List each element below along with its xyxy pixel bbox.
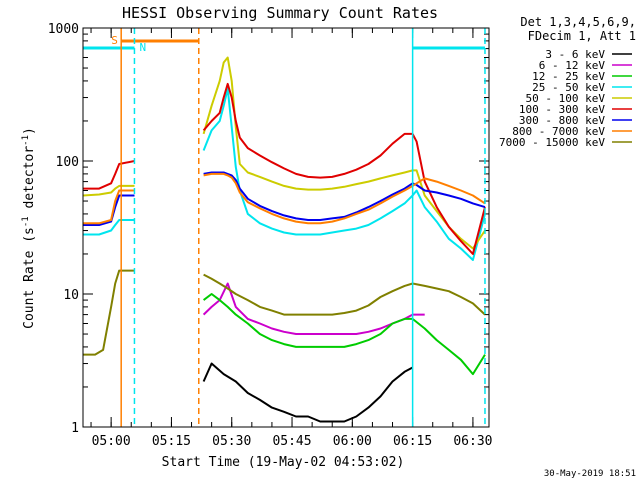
legend-label-5: 100 - 300 keV [519,103,605,116]
legend-label-6: 300 - 800 keV [519,114,605,127]
series-line-8 [83,269,486,356]
y-tick-label: 1000 [48,22,79,37]
x-tick-label: 05:30 [212,434,251,449]
x-tick-label: 05:15 [152,434,191,449]
legend-label-7: 800 - 7000 keV [512,125,605,138]
x-tick-label: 06:15 [393,434,432,449]
y-axis-label-part3: ) [22,127,37,135]
saa-label: S [111,34,118,47]
plot-area: 1 10 100 1000 05:00 05:15 05:30 05:45 06:00 06:15… [48,22,493,449]
chart-title: HESSI Observing Summary Count Rates [122,4,438,22]
legend-label-0: 3 - 6 keV [545,48,605,61]
legend-label-2: 12 - 25 keV [532,70,605,83]
x-axis-label: Start Time (19-May-02 04:53:02) [162,455,405,470]
legend: Det 1,3,4,5,6,9, FDecim 1, Att 1 3 - 6 k… [499,15,636,149]
legend-label-4: 50 - 100 keV [526,92,606,105]
x-tick-label: 06:00 [333,434,372,449]
x-tick-label: 05:45 [272,434,311,449]
x-tick-label: 06:30 [453,434,492,449]
y-axis-label-part2: detector [22,146,37,217]
legend-header-line1: Det 1,3,4,5,6,9, [520,15,636,29]
y-axis-label-sup1: -1 [21,216,31,227]
y-tick-label: 10 [63,288,79,303]
legend-label-8: 7000 - 15000 keV [499,136,605,149]
y-axis-label-sup2: -1 [21,135,31,146]
legend-label-3: 25 - 50 keV [532,81,605,94]
series-line-2 [202,293,486,376]
timestamp: 30-May-2019 18:51 [544,469,636,479]
y-tick-label: 100 [56,155,79,170]
series-line-0 [202,362,414,423]
legend-label-1: 6 - 12 keV [539,59,606,72]
y-axis-label-part1: Count Rate (s [22,227,37,329]
x-tick-label: 05:00 [92,434,131,449]
y-tick-label: 1 [71,421,79,436]
y-axis-label: Count Rate (s-1 detector-1) [21,127,37,329]
plot-frame [82,27,490,428]
night-label: N [139,41,146,54]
legend-header-line2: FDecim 1, Att 1 [528,29,636,43]
